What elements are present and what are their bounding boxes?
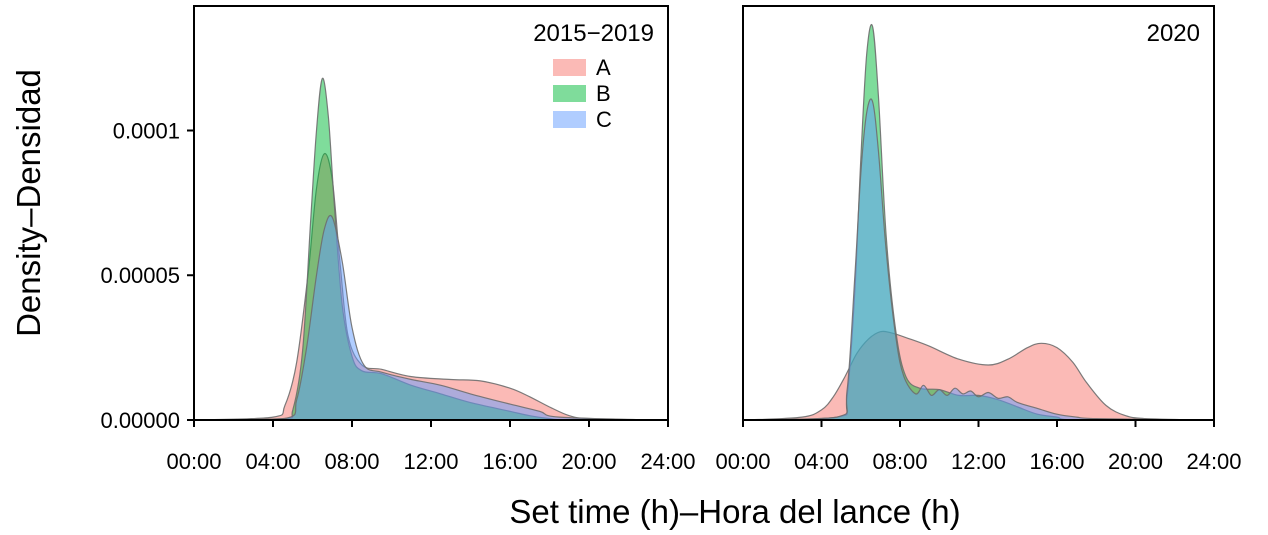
density-area-b-panel-1 xyxy=(197,77,655,421)
y-axis-label: Density–Densidad xyxy=(10,69,47,337)
x-tick-label: 08:00 xyxy=(872,449,927,474)
y-tick-label: 0.00005 xyxy=(100,263,180,288)
legend-label-b: B xyxy=(596,81,611,106)
density-area-c-panel-2 xyxy=(746,98,1201,421)
x-tick-label: 20:00 xyxy=(561,449,616,474)
x-axis-label: Set time (h)–Hora del lance (h) xyxy=(509,493,960,530)
density-area-c-panel-1 xyxy=(197,214,655,421)
x-tick-label: 04:00 xyxy=(245,449,300,474)
panel-title: 2020 xyxy=(1147,20,1200,47)
panels: 00:00 04:00 08:00 12:00 16:00 20:00 24:00 0.000… xyxy=(100,5,1242,474)
x-tick-label: 24:00 xyxy=(640,449,695,474)
panel-title: 2015−2019 xyxy=(533,20,654,47)
y-tick-label: 0.0001 xyxy=(113,118,180,143)
panel-2: 00:00 04:00 08:00 12:00 16:00 20:00 24:00 2020 xyxy=(715,5,1242,474)
x-tick-label: 16:00 xyxy=(1029,449,1084,474)
panel-frame xyxy=(742,5,1215,421)
x-tick-label: 20:00 xyxy=(1108,449,1163,474)
legend-label-a: A xyxy=(596,55,611,80)
x-tick-label: 08:00 xyxy=(324,449,379,474)
x-tick-label: 12:00 xyxy=(403,449,458,474)
x-tick-label: 12:00 xyxy=(951,449,1006,474)
panel-1: 00:00 04:00 08:00 12:00 16:00 20:00 24:00 0.000… xyxy=(100,5,696,474)
legend-swatch-c xyxy=(553,111,586,128)
density-area-a-panel-1 xyxy=(197,153,655,421)
legend-label-c: C xyxy=(596,107,612,132)
legend: ABC xyxy=(553,55,612,132)
legend-swatch-a xyxy=(553,59,586,76)
x-tick-label: 16:00 xyxy=(482,449,537,474)
x-tick-label: 04:00 xyxy=(794,449,849,474)
x-tick-label: 24:00 xyxy=(1186,449,1241,474)
x-tick-label: 00:00 xyxy=(166,449,221,474)
legend-swatch-b xyxy=(553,85,586,102)
y-tick-label: 0.00000 xyxy=(100,408,180,433)
x-tick-label: 00:00 xyxy=(715,449,770,474)
density-area-b-panel-2 xyxy=(746,24,1201,421)
